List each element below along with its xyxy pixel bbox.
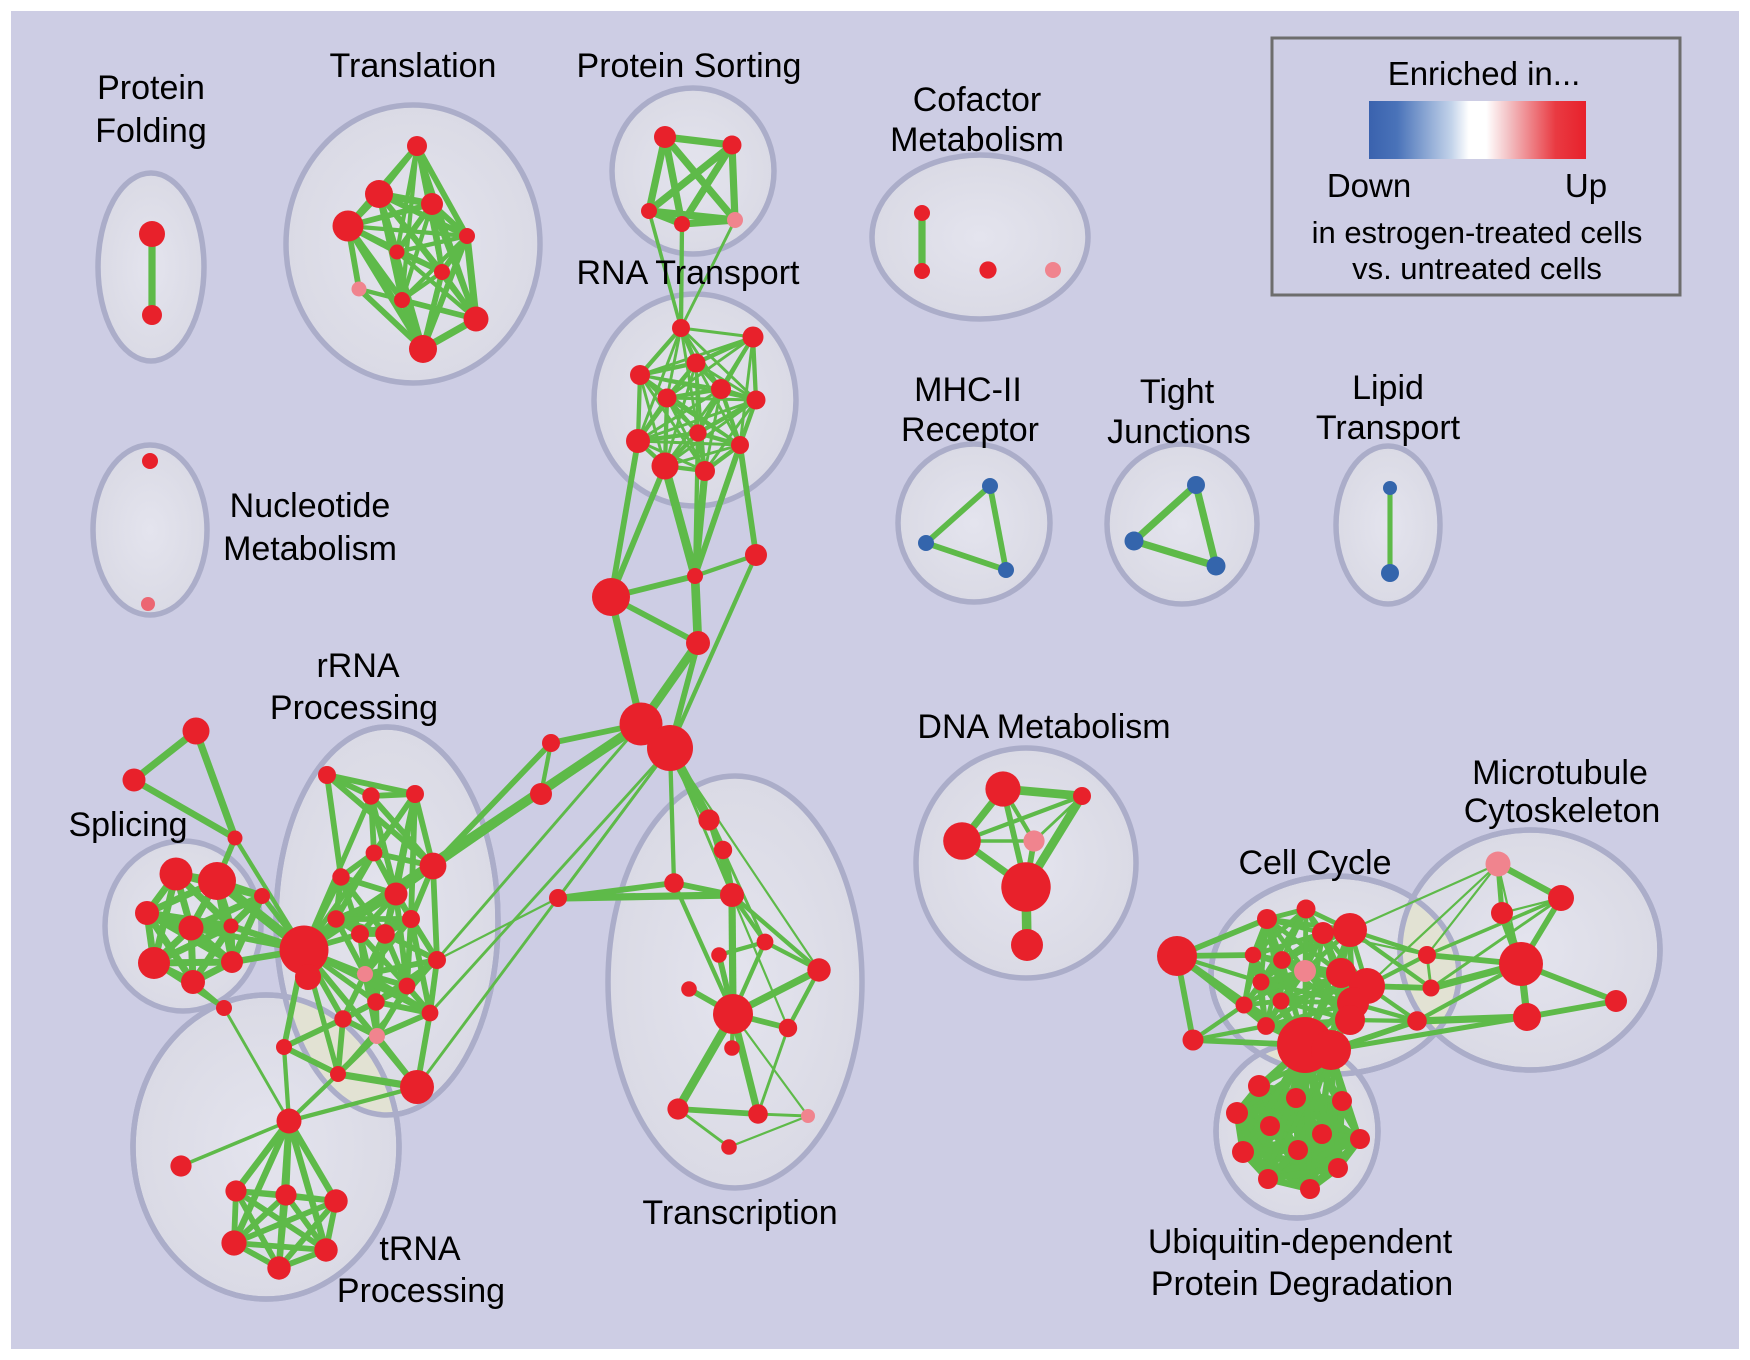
- svg-text:Lipid: Lipid: [1352, 369, 1424, 407]
- svg-text:Up: Up: [1565, 167, 1607, 204]
- svg-text:Translation: Translation: [330, 47, 497, 85]
- svg-text:Nucleotide: Nucleotide: [230, 487, 391, 525]
- svg-text:Cytoskeleton: Cytoskeleton: [1464, 792, 1661, 830]
- svg-text:Protein: Protein: [97, 69, 205, 107]
- svg-text:Protein Sorting: Protein Sorting: [577, 47, 802, 85]
- svg-text:Protein Degradation: Protein Degradation: [1151, 1265, 1453, 1303]
- svg-text:RNA Transport: RNA Transport: [577, 254, 801, 292]
- svg-text:Enriched in...: Enriched in...: [1388, 55, 1581, 92]
- svg-text:Transport: Transport: [1316, 409, 1461, 447]
- svg-text:Junctions: Junctions: [1107, 413, 1251, 451]
- svg-text:Ubiquitin-dependent: Ubiquitin-dependent: [1148, 1223, 1453, 1261]
- svg-text:DNA Metabolism: DNA Metabolism: [917, 708, 1170, 746]
- svg-text:Processing: Processing: [337, 1272, 505, 1310]
- svg-text:Cell Cycle: Cell Cycle: [1238, 844, 1391, 882]
- svg-text:Cofactor: Cofactor: [913, 81, 1042, 119]
- svg-text:tRNA: tRNA: [379, 1230, 461, 1268]
- svg-text:Metabolism: Metabolism: [890, 121, 1064, 159]
- svg-text:Transcription: Transcription: [642, 1194, 837, 1232]
- svg-text:Metabolism: Metabolism: [223, 530, 397, 568]
- svg-text:Processing: Processing: [270, 689, 438, 727]
- svg-text:Folding: Folding: [95, 112, 207, 150]
- svg-text:Down: Down: [1327, 167, 1411, 204]
- svg-text:Splicing: Splicing: [68, 806, 187, 844]
- svg-text:Receptor: Receptor: [901, 411, 1039, 449]
- svg-text:Microtubule: Microtubule: [1472, 754, 1648, 792]
- svg-text:MHC-II: MHC-II: [914, 371, 1022, 409]
- svg-text:vs. untreated cells: vs. untreated cells: [1352, 251, 1602, 286]
- svg-text:in estrogen-treated cells: in estrogen-treated cells: [1312, 215, 1643, 250]
- svg-text:rRNA: rRNA: [316, 647, 399, 685]
- svg-text:Tight: Tight: [1140, 373, 1215, 411]
